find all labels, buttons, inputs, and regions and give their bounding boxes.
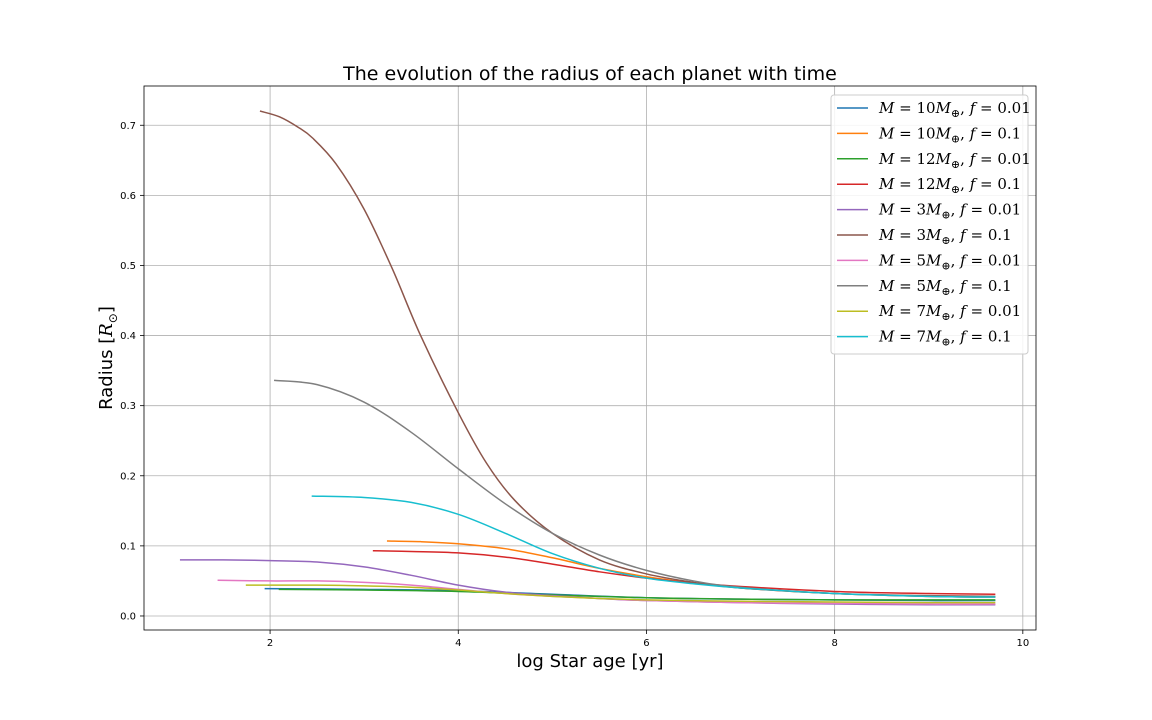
x-tick-label: 10 <box>1016 638 1029 649</box>
legend-label-1: M = 10M⊕, f = 0.01 <box>878 99 1031 120</box>
chart-title: The evolution of the radius of each plan… <box>342 63 837 85</box>
legend-label-9: M = 7M⊕, f = 0.01 <box>878 302 1021 323</box>
legend-label-10: M = 7M⊕, f = 0.1 <box>878 328 1012 349</box>
legend-label-8: M = 5M⊕, f = 0.1 <box>878 277 1012 298</box>
y-tick-label: 0.2 <box>120 471 136 482</box>
series-line-8 <box>273 379 996 598</box>
legend-label-5: M = 3M⊕, f = 0.01 <box>878 201 1021 222</box>
x-axis-label: log Star age [yr] <box>516 651 663 672</box>
legend-label-4: M = 12M⊕, f = 0.1 <box>878 175 1021 196</box>
legend-label-2: M = 10M⊕, f = 0.1 <box>878 124 1021 145</box>
series-line-3 <box>278 588 996 601</box>
y-tick-label: 0.4 <box>120 331 136 342</box>
legend: M = 10M⊕, f = 0.01 M = 10M⊕, f = 0.1 M = 1… <box>830 94 1031 355</box>
y-tick-label: 0.7 <box>120 121 136 132</box>
x-tick-label: 4 <box>455 638 461 649</box>
x-axis-ticks: 2 4 6 8 10 <box>267 630 1029 649</box>
y-tick-label: 0.6 <box>120 191 136 202</box>
plot-frame <box>143 85 1037 631</box>
x-tick-label: 2 <box>267 638 273 649</box>
svg-text:Radius [R⊙]: Radius [R⊙] <box>96 306 120 410</box>
legend-label-6: M = 3M⊕, f = 0.1 <box>878 226 1012 247</box>
y-axis-label: Radius [R⊙] <box>96 306 120 410</box>
y-tick-label: 0.3 <box>120 401 136 412</box>
y-axis-ticks: 0.0 0.1 0.2 0.3 0.4 0.5 0.6 0.7 <box>120 121 144 622</box>
legend-box <box>830 94 1029 355</box>
y-tick-label: 0.5 <box>120 261 136 272</box>
series-line-9 <box>245 584 996 604</box>
x-tick-label: 8 <box>831 638 837 649</box>
legend-label-7: M = 5M⊕, f = 0.01 <box>878 251 1021 272</box>
legend-label-3: M = 12M⊕, f = 0.01 <box>878 150 1031 171</box>
series-line-10 <box>311 495 996 598</box>
x-tick-label: 6 <box>643 638 649 649</box>
y-tick-label: 0.1 <box>120 541 136 552</box>
series-lines <box>179 110 996 606</box>
series-line-4 <box>372 550 996 596</box>
y-tick-label: 0.0 <box>120 611 136 622</box>
